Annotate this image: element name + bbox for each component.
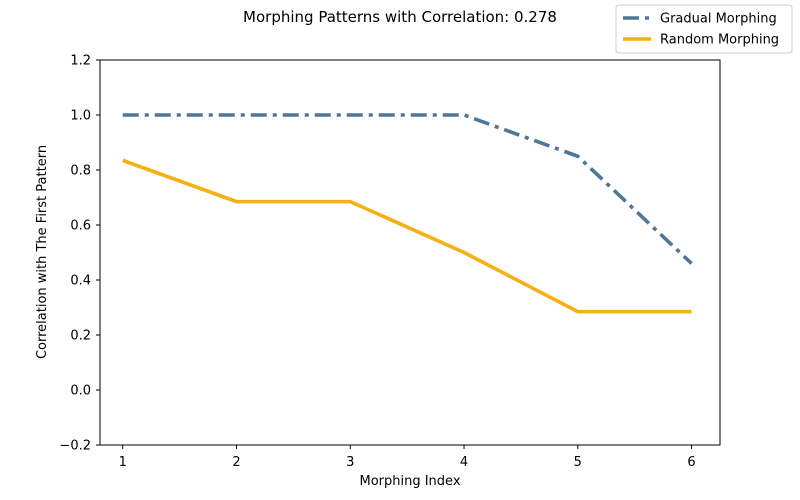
x-tick-label: 3 [346,455,354,470]
legend: Gradual Morphing Random Morphing [615,4,793,54]
y-axis-label: Correlation with The First Pattern [35,145,50,359]
chart-title: Morphing Patterns with Correlation: 0.27… [243,8,557,26]
x-tick-label: 6 [687,455,695,470]
x-tick-label: 2 [232,455,240,470]
x-tick-label: 5 [574,455,582,470]
y-tick-label: −0.2 [59,439,91,454]
series-line-1 [122,113,693,265]
x-tick-label: 1 [119,455,127,470]
y-tick-label: 0.4 [70,274,91,289]
x-tick-label: 4 [460,455,468,470]
plot-area-frame [99,59,721,446]
series-line-2 [122,158,692,314]
y-tick-label: 0.2 [70,329,91,344]
x-axis-label: Morphing Index [359,474,460,489]
y-tick-label: 0.6 [70,219,91,234]
y-tick-label: 0.0 [70,384,91,399]
y-tick-label: 1.0 [70,109,91,124]
legend-label-2: Random Morphing [660,33,779,48]
legend-frame [615,4,793,54]
y-tick-label: 0.8 [70,164,91,179]
y-tick-label: 1.2 [70,54,91,69]
legend-label-1: Gradual Morphing [660,12,777,27]
